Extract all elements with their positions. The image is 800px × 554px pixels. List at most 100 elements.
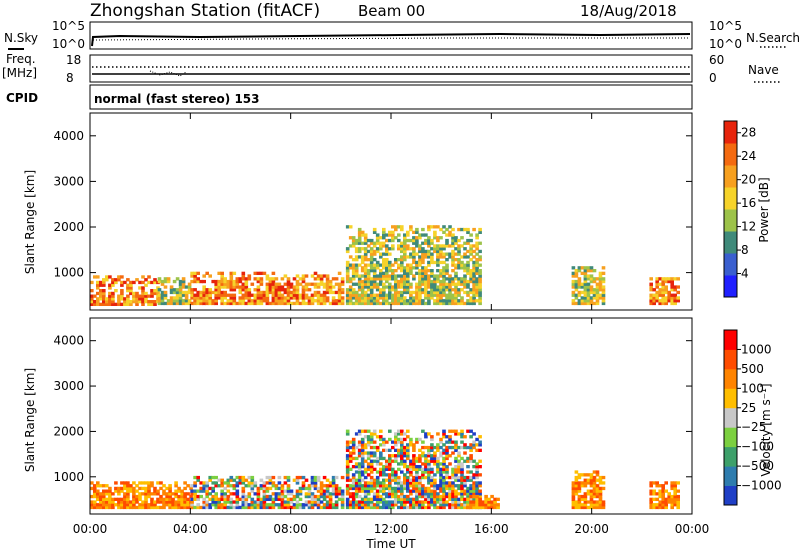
data-cell (421, 500, 425, 504)
data-cell (574, 505, 579, 510)
data-cell (442, 274, 446, 278)
data-cell (478, 269, 482, 273)
data-cell (397, 282, 401, 286)
data-cell (436, 448, 440, 452)
data-cell (415, 299, 419, 303)
data-cell (394, 454, 398, 458)
data-cell (649, 481, 653, 485)
data-cell (418, 301, 422, 306)
data-cell (475, 465, 479, 469)
data-cell (385, 263, 389, 267)
data-cell (102, 302, 106, 306)
data-cell (351, 492, 356, 496)
data-cell (271, 475, 276, 480)
velocity-colorbar-label: Velocity [m s⁻¹] (759, 383, 773, 476)
data-cell (325, 503, 330, 507)
data-cell (661, 299, 665, 303)
data-cell (295, 299, 300, 303)
data-cell (322, 290, 327, 295)
data-cell (214, 475, 218, 480)
data-cell (360, 470, 365, 474)
data-cell (102, 489, 106, 493)
data-cell (369, 445, 374, 450)
data-cell (366, 274, 371, 278)
data-cell (153, 492, 157, 496)
data-cell (427, 486, 431, 491)
data-cell (391, 288, 395, 292)
data-cell (469, 296, 473, 300)
data-cell (208, 293, 212, 297)
data-cell (214, 282, 218, 286)
data-cell (268, 503, 273, 507)
data-cell (430, 225, 434, 229)
data-cell (247, 492, 252, 496)
data-cell (363, 277, 368, 281)
data-cell (382, 252, 386, 256)
data-cell (241, 478, 246, 482)
data-cell (363, 266, 368, 270)
data-cell (147, 489, 151, 493)
data-cell (351, 497, 356, 501)
data-cell (331, 277, 336, 281)
data-cell (400, 301, 404, 306)
data-cell (357, 486, 362, 491)
data-cell (442, 290, 446, 295)
data-cell (366, 481, 371, 485)
data-cell (360, 443, 365, 447)
data-cell (379, 484, 383, 488)
data-cell (375, 247, 380, 251)
data-cell (331, 492, 336, 496)
data-cell (439, 269, 443, 273)
data-cell (595, 494, 600, 499)
data-cell (135, 505, 139, 510)
data-cell (265, 486, 270, 491)
data-cell (442, 467, 446, 471)
data-cell (451, 258, 455, 262)
data-cell (345, 274, 350, 278)
data-cell (340, 288, 345, 292)
data-cell (325, 489, 330, 493)
data-cell (463, 489, 467, 493)
data-cell (162, 489, 166, 493)
data-cell (319, 301, 324, 306)
data-cell (409, 470, 413, 474)
data-cell (673, 277, 677, 281)
data-cell (99, 289, 103, 293)
data-cell (138, 497, 142, 501)
colorbar-tick-label: 100 (741, 381, 764, 395)
data-cell (105, 302, 109, 306)
data-cell (589, 473, 594, 477)
data-cell (265, 481, 270, 485)
data-cell (250, 503, 255, 507)
data-cell (589, 484, 594, 488)
data-cell (325, 290, 330, 295)
data-cell (427, 249, 431, 254)
data-cell (433, 503, 437, 507)
data-cell (598, 274, 603, 278)
data-cell (601, 290, 606, 295)
data-cell (466, 227, 470, 232)
data-cell (348, 456, 353, 461)
data-cell (174, 503, 178, 507)
nsky-tick-top: 10^5 (52, 19, 85, 33)
data-cell (400, 470, 404, 474)
data-cell (454, 489, 458, 493)
data-cell (340, 279, 345, 284)
data-cell (208, 475, 212, 480)
data-cell (147, 505, 151, 510)
data-cell (463, 484, 467, 488)
data-cell (90, 297, 94, 301)
data-cell (357, 500, 362, 504)
data-cell (171, 505, 175, 510)
data-cell (280, 299, 285, 303)
data-cell (382, 465, 386, 469)
data-cell (457, 293, 461, 297)
data-cell (442, 481, 446, 485)
data-cell (385, 266, 389, 270)
data-cell (412, 497, 416, 501)
data-cell (439, 252, 443, 256)
data-cell (385, 484, 389, 488)
data-cell (357, 249, 362, 254)
data-cell (658, 288, 662, 292)
data-cell (129, 489, 133, 493)
